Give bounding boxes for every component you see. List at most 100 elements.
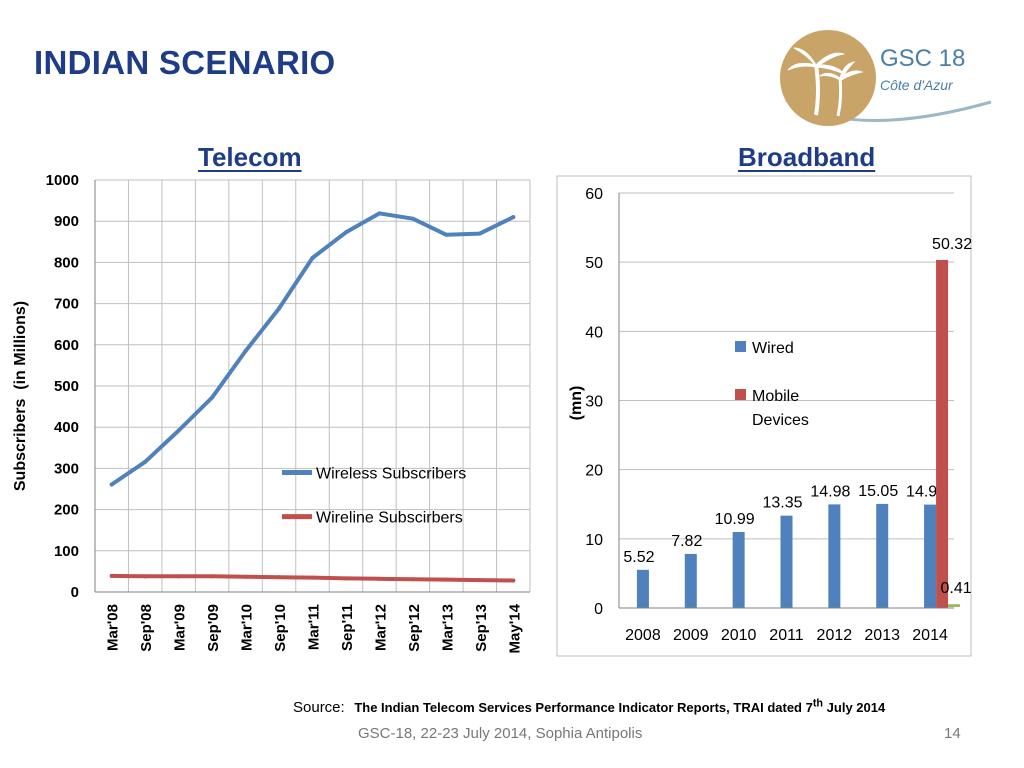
source-text-b: July 2014: [823, 700, 886, 716]
telecom-chart-title: Telecom: [198, 142, 302, 172]
page-number: 14: [944, 725, 961, 742]
wired-data-label: 10.99: [715, 511, 755, 528]
data-point: [277, 575, 282, 580]
data-point: [444, 232, 449, 237]
y-tick-label: 40: [585, 324, 603, 341]
footer-text: GSC-18, 22-23 July 2014, Sophia Antipoli…: [358, 725, 643, 742]
legend-mobile-swatch: [735, 389, 746, 400]
telecom-line-chart: 0 100 200 300 400 500 600 700 800 900 1000 Mar'08 Se…: [12, 172, 531, 653]
wired-bar: [684, 553, 697, 608]
logo-sun-circle: [780, 30, 876, 126]
logo-text-2: Côte d'Azur: [880, 77, 954, 93]
data-point: [310, 255, 315, 260]
data-point: [210, 574, 215, 579]
logo-text-1: GSC 18: [880, 45, 965, 72]
data-point: [343, 230, 348, 235]
small-bar: [948, 604, 961, 607]
wired-data-label: 5.52: [623, 549, 654, 566]
source-superscript: th: [812, 698, 824, 710]
x-tick-label: Sep'08: [138, 604, 155, 652]
x-tick-label: Mar'08: [105, 604, 122, 651]
y-tick-label: 0: [594, 601, 603, 618]
x-tick-label: 2012: [817, 627, 853, 644]
palm-tree-icon: [787, 47, 864, 117]
wired-bar: [636, 569, 649, 608]
wired-data-label: 14.98: [810, 483, 850, 500]
broadband-chart-title: Broadband: [738, 142, 876, 172]
y-axis-label: Subscribers (in Millions): [12, 301, 29, 491]
x-tick-label: Sep'13: [473, 604, 490, 652]
y-tick-label: 100: [54, 543, 79, 560]
y-tick-label: 60: [585, 186, 603, 203]
wired-bar: [828, 504, 841, 608]
source-label: Source:: [293, 699, 345, 717]
x-tick-label: Mar'10: [239, 604, 256, 651]
wired-data-label: 7.82: [671, 533, 702, 550]
broadband-chart-frame: [556, 175, 972, 657]
small-data-label: 0.41: [941, 580, 972, 597]
legend-mobile-label-line2: Devices: [752, 412, 809, 429]
x-tick-label: 2014: [912, 627, 948, 644]
mobile-bar: [936, 259, 949, 608]
legend-wireline-label: Wireline Subscirbers: [316, 510, 463, 527]
mobile-data-label: 50.32: [932, 236, 972, 253]
y-tick-label: 20: [585, 463, 603, 480]
y-tick-label: 700: [54, 296, 79, 313]
gsc18-logo: GSC 18 Côte d'Azur: [780, 30, 992, 126]
data-point: [243, 348, 248, 353]
data-point: [377, 211, 382, 216]
data-point: [210, 395, 215, 400]
y-tick-label: 200: [54, 502, 79, 519]
data-point: [343, 576, 348, 581]
x-tick-label: Sep'09: [205, 604, 222, 652]
y-tick-label: 30: [585, 394, 603, 411]
y-tick-label: 400: [54, 419, 79, 436]
x-tick-label: 2013: [864, 627, 900, 644]
y-axis-label: (mn): [568, 386, 585, 421]
legend-mobile-label-line1: Mobile: [752, 388, 799, 405]
data-point: [410, 577, 415, 582]
legend-wired-label: Wired: [752, 340, 794, 357]
data-point: [511, 578, 516, 583]
x-tick-label: 2009: [673, 627, 709, 644]
y-tick-label: 0: [71, 584, 79, 601]
data-point: [176, 428, 181, 433]
data-point: [377, 576, 382, 581]
data-point: [277, 306, 282, 311]
source-note: Source: The Indian Telecom Services Perf…: [293, 698, 885, 716]
y-tick-label: 1000: [46, 172, 79, 189]
wired-bar: [876, 503, 889, 608]
data-point: [477, 231, 482, 236]
data-point: [477, 578, 482, 583]
wired-data-label: 13.35: [762, 495, 802, 512]
wired-bar: [732, 531, 745, 608]
x-tick-label: 2008: [625, 627, 661, 644]
legend-wireless-label: Wireless Subscribers: [316, 466, 466, 483]
data-point: [109, 573, 114, 578]
source-text: The Indian Telecom Services Performance …: [354, 698, 886, 716]
y-tick-label: 900: [54, 213, 79, 230]
data-point: [310, 575, 315, 580]
y-tick-label: 500: [54, 378, 79, 395]
y-tick-label: 50: [585, 255, 603, 272]
x-tick-label: Mar'09: [172, 604, 189, 651]
x-tick-label: Mar'12: [372, 604, 389, 651]
y-tick-label: 600: [54, 337, 79, 354]
data-point: [243, 574, 248, 579]
legend-wired-swatch: [735, 341, 746, 352]
wired-data-label: 15.05: [858, 483, 898, 500]
y-tick-label: 10: [585, 532, 603, 549]
x-tick-label: Sep'12: [406, 604, 423, 652]
x-tick-label: May'14: [506, 603, 523, 653]
broadband-bar-chart: 0 10 20 30 40 50 60 (mn) 2008 5.52 2009 7.82 2010 10.…: [556, 175, 972, 657]
x-tick-label: Sep'11: [339, 604, 356, 651]
data-point: [511, 215, 516, 220]
x-tick-label: 2011: [769, 627, 804, 644]
source-text-a: The Indian Telecom Services Performance …: [354, 700, 813, 716]
data-point: [143, 574, 148, 579]
data-point: [143, 459, 148, 464]
x-tick-label: Mar'13: [439, 604, 456, 651]
data-point: [410, 216, 415, 221]
slide-title: INDIAN SCENARIO: [34, 44, 336, 81]
wired-bar: [924, 504, 937, 608]
